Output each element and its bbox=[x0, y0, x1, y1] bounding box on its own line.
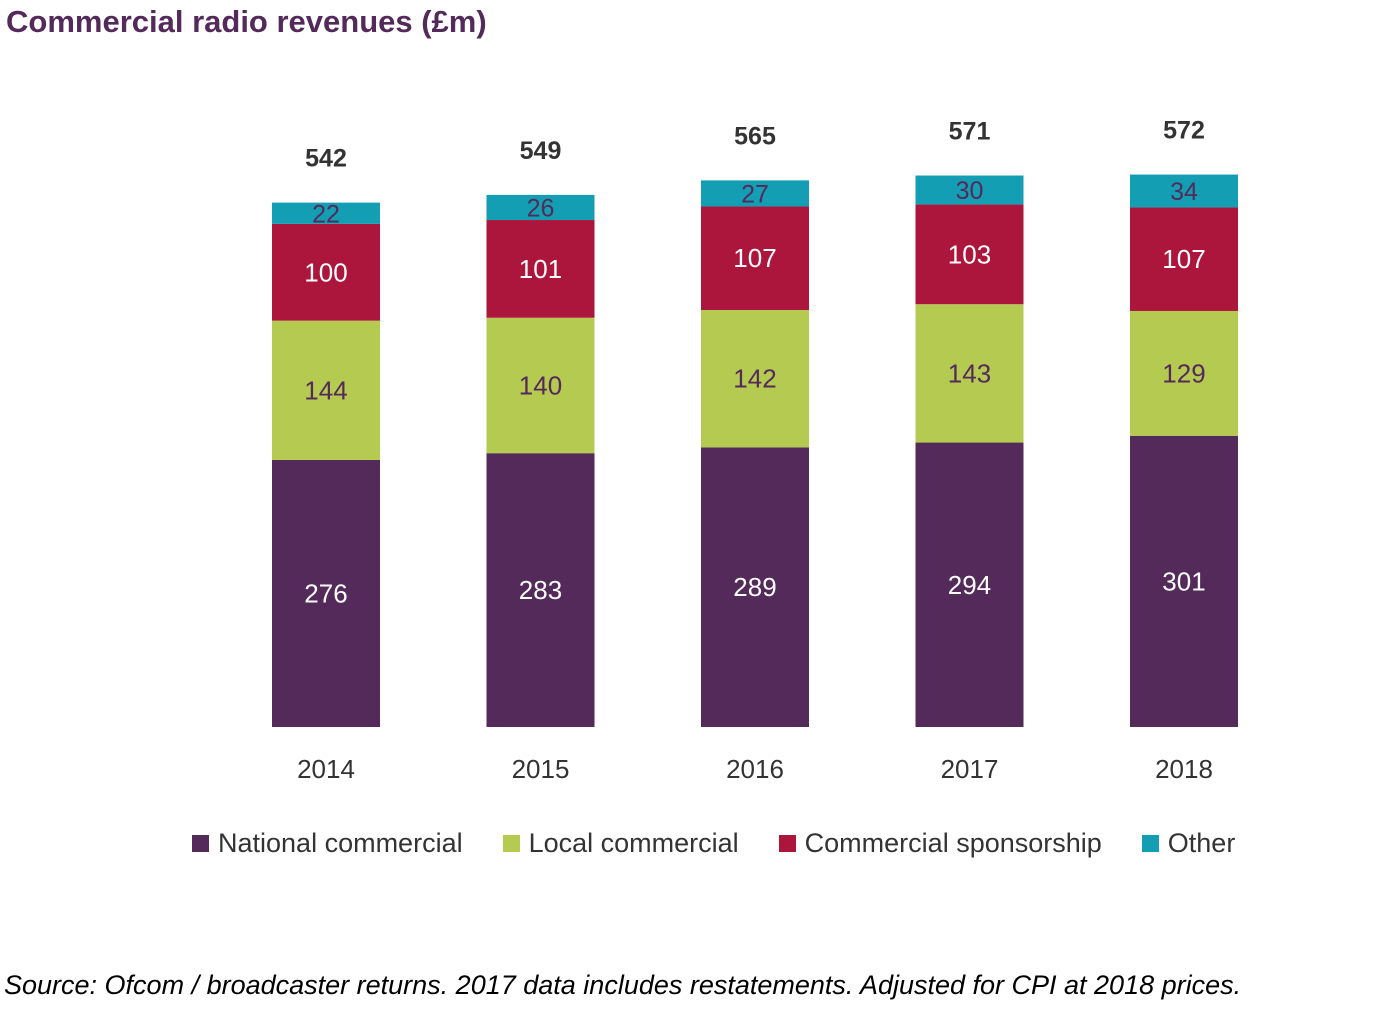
legend-label: National commercial bbox=[218, 828, 463, 858]
bar-segment-local-commercial-2016 bbox=[701, 310, 809, 448]
bar-segment-local-commercial-2015 bbox=[486, 317, 595, 454]
data-label: 283 bbox=[519, 575, 562, 605]
legend-item: Local commercial bbox=[502, 828, 739, 859]
total-label: 549 bbox=[520, 137, 562, 165]
legend-swatch bbox=[1141, 835, 1159, 852]
x-tick-label: 2016 bbox=[726, 754, 784, 784]
bar-segment-other-2016 bbox=[701, 180, 809, 207]
data-label: 142 bbox=[733, 364, 776, 394]
total-label: 542 bbox=[305, 145, 347, 173]
bar-segment-other-2018 bbox=[1130, 174, 1238, 208]
data-label: 101 bbox=[519, 254, 562, 284]
data-label: 143 bbox=[948, 358, 991, 388]
x-tick-label: 2014 bbox=[297, 754, 355, 784]
bar-segment-national-commercial-2014 bbox=[272, 459, 380, 727]
bar-segment-commercial-sponsorship-2018 bbox=[1130, 207, 1238, 311]
data-label: 100 bbox=[304, 257, 347, 287]
bar-segment-commercial-sponsorship-2017 bbox=[915, 204, 1024, 305]
data-label: 294 bbox=[948, 570, 991, 600]
x-tick-label: 2015 bbox=[512, 754, 570, 784]
bar-segment-commercial-sponsorship-2016 bbox=[701, 206, 809, 311]
legend-swatch bbox=[192, 835, 209, 852]
bar-segment-national-commercial-2015 bbox=[486, 453, 595, 727]
bar-segment-other-2017 bbox=[915, 175, 1024, 205]
total-label: 572 bbox=[1163, 117, 1205, 145]
bar-segment-local-commercial-2014 bbox=[272, 320, 380, 460]
x-tick-label: 2018 bbox=[1155, 754, 1213, 784]
data-label: 26 bbox=[527, 194, 555, 222]
bar-segment-local-commercial-2017 bbox=[915, 304, 1024, 443]
source-note: Source: Ofcom / broadcaster returns. 201… bbox=[4, 970, 1242, 1000]
stacked-bar-chart: 276 144 100 22 542 2014 283 140 101 26 549 2015 289 1… bbox=[272, 117, 1238, 784]
data-label: 276 bbox=[304, 578, 347, 608]
data-label: 107 bbox=[1162, 244, 1205, 274]
data-label: 103 bbox=[948, 239, 991, 269]
legend-swatch bbox=[502, 835, 520, 852]
chart-title: Commercial radio revenues (£m) bbox=[6, 4, 487, 39]
data-label: 34 bbox=[1170, 178, 1198, 206]
data-label: 289 bbox=[733, 572, 776, 602]
legend-label: Commercial sponsorship bbox=[804, 828, 1102, 858]
bar-segment-local-commercial-2018 bbox=[1130, 310, 1238, 436]
legend-item: National commercial bbox=[192, 828, 463, 859]
bar-segment-other-2014 bbox=[272, 202, 380, 224]
data-label: 140 bbox=[519, 370, 562, 400]
data-label: 107 bbox=[733, 243, 776, 273]
total-label: 571 bbox=[949, 118, 991, 146]
x-tick-label: 2017 bbox=[941, 754, 999, 784]
bar-segment-national-commercial-2016 bbox=[701, 447, 809, 727]
data-label: 129 bbox=[1162, 358, 1205, 388]
bar-segment-national-commercial-2017 bbox=[915, 442, 1024, 727]
legend-label: Local commercial bbox=[528, 828, 739, 858]
data-label: 30 bbox=[956, 177, 984, 205]
bar-segment-other-2015 bbox=[486, 194, 595, 221]
bar-segment-commercial-sponsorship-2015 bbox=[486, 220, 595, 318]
data-label: 27 bbox=[741, 180, 769, 208]
bar-segment-national-commercial-2018 bbox=[1130, 435, 1238, 727]
legend: National commercial Local commercial Comme… bbox=[192, 828, 1275, 859]
data-label: 144 bbox=[304, 375, 347, 405]
legend-item: Commercial sponsorship bbox=[778, 828, 1102, 859]
data-label: 301 bbox=[1162, 566, 1205, 596]
data-label: 22 bbox=[312, 200, 340, 228]
bar-segment-commercial-sponsorship-2014 bbox=[272, 223, 380, 321]
total-label: 565 bbox=[734, 122, 776, 150]
legend-item: Other bbox=[1141, 828, 1236, 859]
legend-swatch bbox=[778, 835, 796, 852]
legend-label: Other bbox=[1167, 828, 1236, 858]
